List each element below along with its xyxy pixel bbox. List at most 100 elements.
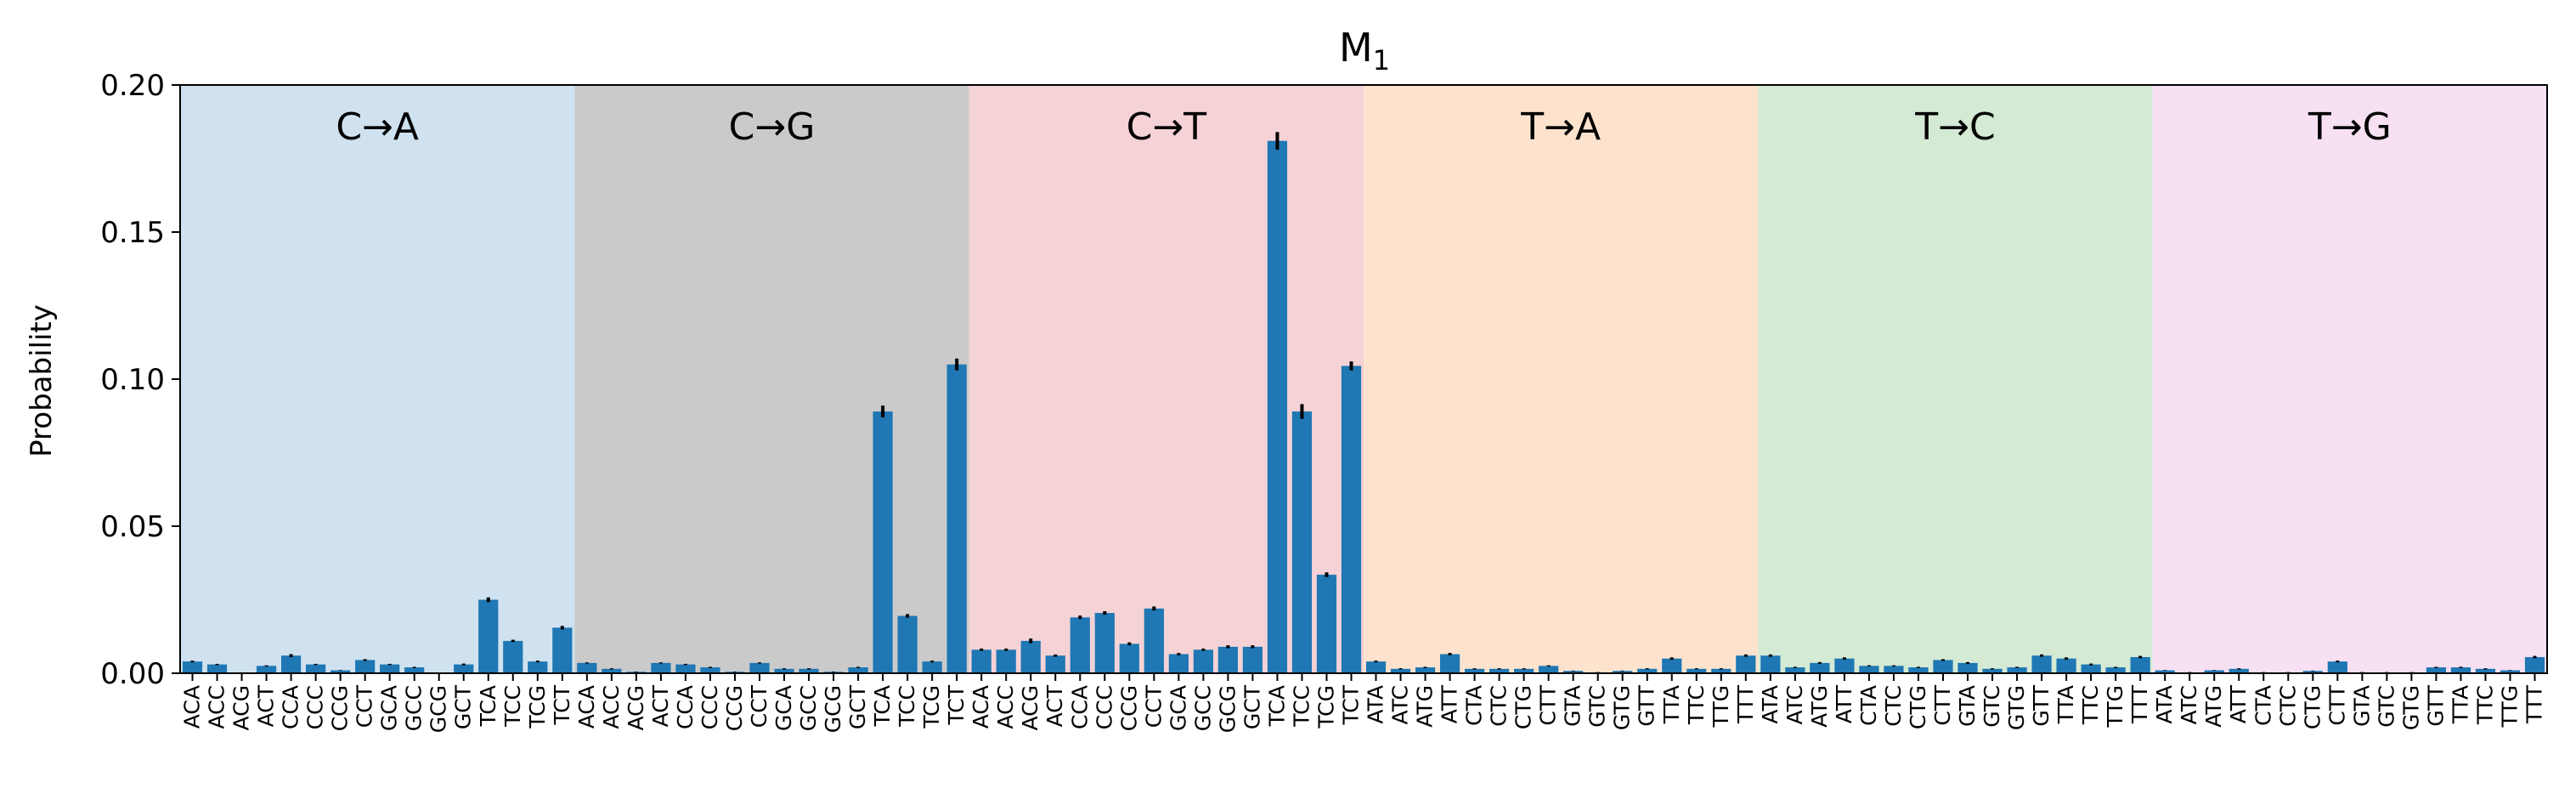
x-tick-label: ACA (180, 685, 205, 728)
y-tick-label: 0.15 (100, 216, 165, 250)
bar (1933, 660, 1953, 673)
bar (2105, 667, 2126, 673)
x-tick-label: CTT (2325, 684, 2349, 725)
bar (1736, 655, 1756, 673)
bar (1884, 666, 1904, 673)
x-tick-label: CTC (1881, 685, 1906, 727)
bar (1859, 666, 1879, 673)
x-tick-label: GCC (796, 685, 821, 731)
bar (2229, 668, 2249, 673)
x-tick-label: CTG (1511, 685, 1536, 729)
x-tick-label: CCC (698, 685, 722, 729)
group-band (1364, 85, 1759, 673)
bar (1514, 668, 1534, 673)
chart-title-main: M (1339, 25, 1373, 71)
x-tick-label: ACT (1042, 684, 1067, 727)
bar (1217, 646, 1238, 673)
bar (2204, 670, 2224, 673)
bar (651, 662, 671, 673)
bar (1489, 668, 1510, 673)
x-tick-label: CCA (673, 685, 698, 729)
bar (330, 670, 351, 673)
x-tick-label: TCT (1338, 684, 1363, 725)
x-tick-label: GCC (1190, 685, 1215, 731)
x-tick-label: TCG (919, 685, 944, 729)
x-tick-label: ACG (624, 685, 648, 731)
x-tick-label: ACA (969, 685, 993, 728)
bar (873, 411, 893, 673)
group-band (2152, 85, 2547, 673)
bar (2056, 658, 2076, 673)
x-tick-label: GCA (1166, 685, 1190, 731)
bar (774, 668, 794, 673)
x-tick-label: CCG (1116, 685, 1141, 731)
x-tick-label: ACT (648, 684, 673, 727)
bar (1341, 366, 1362, 673)
bar (552, 627, 573, 673)
bar (2327, 661, 2347, 673)
bar (280, 655, 302, 673)
x-tick-label: GCG (821, 685, 845, 733)
bar (1686, 668, 1707, 673)
x-tick-label: GCA (377, 685, 402, 731)
x-tick-label: TCC (895, 685, 919, 728)
x-tick-label: GTC (1980, 685, 2004, 728)
x-tick-label: GTG (1610, 685, 1635, 730)
bar (922, 661, 942, 673)
x-tick-label: TCT (550, 684, 574, 725)
bar (2302, 671, 2323, 673)
x-tick-label: ATC (2177, 685, 2201, 724)
x-tick-label: TTA (2448, 685, 2472, 724)
bar (1785, 667, 1805, 673)
x-tick-label: GCT (1240, 684, 1264, 729)
x-tick-label: TCT (944, 684, 969, 725)
x-tick-label: TCA (476, 685, 500, 727)
bar (1563, 671, 1584, 673)
x-tick-label: CCA (1067, 685, 1092, 729)
x-tick-label: GTG (2398, 685, 2423, 730)
bar (2500, 670, 2521, 673)
x-tick-label: ATT (1438, 684, 1462, 723)
bar (2081, 664, 2101, 673)
group-band (1758, 85, 2153, 673)
x-tick-label: TCG (525, 685, 550, 729)
x-tick-label: CTT (1536, 684, 1561, 725)
bar (577, 662, 597, 673)
bar (404, 667, 425, 673)
bar (1168, 654, 1189, 673)
bar (700, 667, 720, 673)
x-tick-label: GCT (845, 684, 870, 729)
x-tick-label: GTA (1955, 685, 1980, 727)
y-tick-label: 0.10 (100, 363, 165, 397)
bar (2524, 656, 2545, 673)
bar (528, 661, 548, 673)
bar (799, 668, 819, 673)
bar (749, 662, 770, 673)
mutation-group-bands (180, 85, 2547, 673)
bar (1119, 643, 1139, 673)
bar (1957, 662, 1978, 673)
x-tick-label: ATG (2201, 685, 2226, 728)
bar (1539, 666, 1559, 673)
x-tick-label: TTG (2497, 685, 2522, 728)
x-tick-label: GTT (2029, 684, 2053, 726)
x-tick-label: ACA (574, 685, 599, 728)
x-tick-label: CCT (1141, 684, 1166, 728)
bar (1045, 655, 1065, 673)
y-axis: 0.00 0.05 0.10 0.15 0.20 (100, 69, 180, 691)
x-tick-label: CTG (2300, 685, 2325, 729)
bar (946, 364, 967, 673)
x-tick-label: ACG (229, 685, 254, 731)
x-tick-label: ATG (1413, 685, 1438, 728)
x-tick-label: CTC (2275, 685, 2300, 727)
x-tick-label: TCA (1264, 685, 1289, 727)
x-tick-label: TCC (1289, 685, 1313, 728)
x-tick-label: CCA (279, 685, 303, 729)
x-tick-label: GTA (1561, 685, 1585, 727)
bar (1144, 608, 1164, 673)
x-tick-label: GTA (2349, 685, 2374, 727)
x-tick-label: TCC (500, 685, 525, 728)
x-tick-label: TTT (2522, 684, 2546, 724)
x-tick-label: GTG (2004, 685, 2029, 730)
x-tick-label: TTA (1659, 685, 1684, 724)
